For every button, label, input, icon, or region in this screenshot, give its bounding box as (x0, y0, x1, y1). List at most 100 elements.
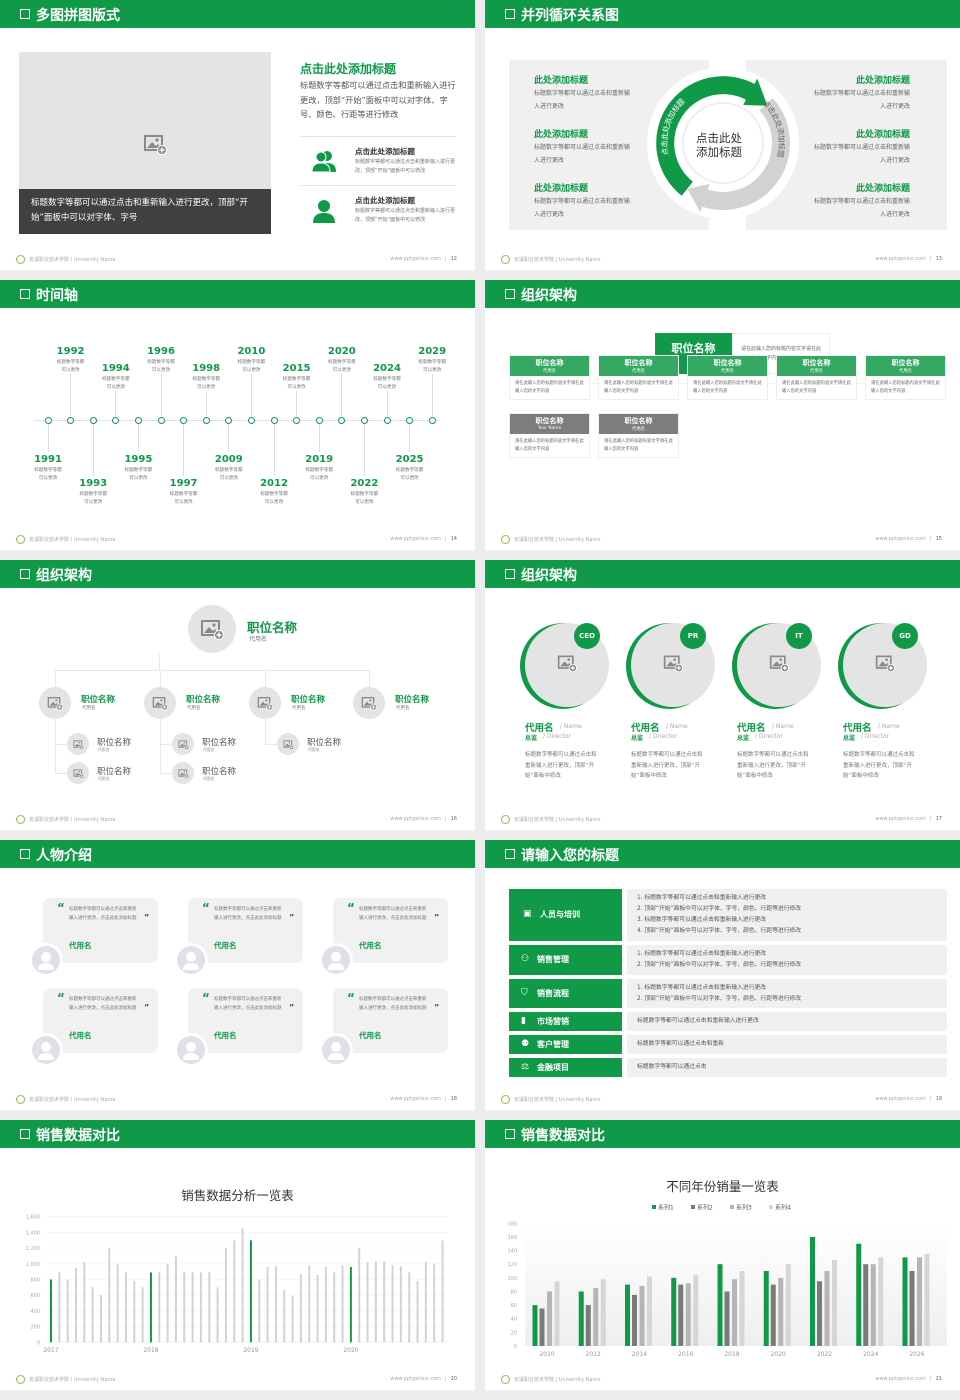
slide-title: 组织架构 (36, 568, 92, 584)
quote-text: 标题数字等都可以通过点击和重新输入进行更改，点击此处添加标题 (69, 997, 137, 1011)
item-title: 点击此处添加标题 (355, 147, 415, 156)
quote-card[interactable] (43, 898, 158, 963)
timeline-connector (409, 424, 411, 452)
position-card[interactable]: 职位名称 代用名 请在此输入您的标题内容文字请在此输入您的文字内容 (687, 355, 768, 400)
timeline-year: 2029 (418, 346, 447, 357)
image-add-icon (47, 695, 63, 711)
timeline-text: 标题数字等都可以更改 (192, 377, 220, 390)
bar (299, 1274, 302, 1343)
category-label: 人员与培训 (540, 910, 580, 919)
school-logo-icon (501, 1095, 510, 1104)
timeline-node[interactable] (134, 416, 142, 424)
category-button[interactable] (509, 1012, 622, 1031)
bar (174, 1255, 177, 1343)
position-sub: 代用名 (632, 427, 645, 432)
green-cycle-arc (656, 76, 757, 196)
category-button[interactable] (509, 1035, 622, 1054)
category-button[interactable] (509, 979, 622, 1008)
timeline-text: 标题数字等都可以更改 (56, 360, 85, 373)
image-caption: 标题数字等都可以通过点击和重新输入进行更改，顶部“开始”面板中可以对字体、字号 (19, 189, 271, 234)
position-card-header (510, 356, 589, 376)
position-sub: 代用名 (899, 369, 912, 374)
timeline-node[interactable] (428, 416, 436, 424)
y-tick-label: 0 (514, 1344, 517, 1350)
timeline-node[interactable] (157, 416, 165, 424)
bar (116, 1264, 119, 1343)
timeline-text: 标题数字等都可以更改 (373, 377, 401, 390)
column-avatar[interactable] (39, 687, 71, 719)
timeline-node[interactable] (338, 416, 346, 424)
connector-line (55, 773, 67, 774)
column-avatar[interactable] (144, 687, 176, 719)
timeline-node[interactable] (270, 416, 278, 424)
slide-header (0, 1120, 475, 1148)
image-add-icon (875, 653, 895, 673)
timeline-node[interactable] (112, 416, 120, 424)
person-text: 标题数字等都可以通过点击和重新输入进行更改，顶部“开始”面板中修改 (737, 752, 809, 779)
bar (183, 1271, 186, 1343)
timeline-node[interactable] (67, 416, 75, 424)
timeline-node[interactable] (180, 416, 188, 424)
footer-right: www.pptgenius.com | 19 (875, 1096, 942, 1102)
timeline-node[interactable] (44, 416, 52, 424)
timeline-node[interactable] (406, 416, 414, 424)
category-button[interactable] (509, 1058, 622, 1077)
y-tick-label: 400 (30, 1309, 40, 1315)
quote-card[interactable] (188, 988, 303, 1053)
position-card[interactable]: 职位名称 代用名 请在此输入您的标题内容文字请在此输入您的文字内容 (598, 355, 679, 400)
footer-right: www.pptgenius.com | 20 (390, 1376, 457, 1382)
y-tick-label: 600 (30, 1293, 40, 1299)
quote-card[interactable] (188, 898, 303, 963)
timeline-node[interactable] (383, 416, 391, 424)
timeline-node[interactable] (247, 416, 255, 424)
timeline-node[interactable] (360, 416, 368, 424)
category-button[interactable] (509, 945, 622, 975)
timeline-text: 标题数字等都可以更改 (395, 468, 424, 481)
quote-card[interactable] (43, 988, 158, 1053)
chart-title: 销售数据分析一览表 (181, 1188, 294, 1203)
timeline-node[interactable] (202, 416, 210, 424)
open-quote-icon: “ (57, 901, 65, 915)
y-tick-label: 200 (30, 1325, 40, 1331)
footer-divider: | (929, 256, 932, 262)
timeline-connector (273, 424, 275, 476)
bar (917, 1257, 922, 1346)
close-quote-icon: ” (289, 913, 295, 922)
timeline-node[interactable] (293, 416, 301, 424)
timeline-node[interactable] (89, 416, 97, 424)
bar (600, 1279, 606, 1346)
yearly-sales-bar-chart: 0 20 40 60 80 100 120 140 160 180 2010 2012 2014 2016… (507, 1204, 947, 1358)
position-card[interactable]: 职位名称 代用名 请在此输入您的标题内容文字请在此输入您的文字内容 (598, 413, 679, 458)
position-card[interactable]: 职位名称 代用名 请在此输入您的标题内容文字请在此输入您的文字内容 (865, 355, 946, 400)
checkbox-icon (20, 289, 30, 299)
x-tick-label: 2016 (678, 1351, 693, 1358)
column-avatar[interactable] (249, 687, 281, 719)
timeline-node[interactable] (225, 416, 233, 424)
training-icon: ▣ (523, 909, 532, 919)
quote-card[interactable] (333, 898, 448, 963)
quote-card[interactable] (333, 988, 448, 1053)
child-avatar[interactable] (67, 762, 89, 784)
child-avatar[interactable] (172, 733, 194, 755)
page-number: 21 (935, 1376, 942, 1382)
child-avatar[interactable] (277, 733, 299, 755)
top-avatar[interactable] (188, 605, 236, 653)
footer-divider: | (929, 1376, 932, 1382)
bar (391, 1265, 394, 1343)
column-title: 职位名称 (186, 695, 221, 705)
position-card[interactable]: 职位名称 Your Name 请在此输入您的标题内容文字请在此输入您的文字内容 (509, 413, 590, 458)
legend-swatch (691, 1205, 695, 1209)
description-line: 2. 顶部“开始”面板中可以对字体、字号、颜色、行距等进行修改 (637, 995, 802, 1002)
child-avatar[interactable] (172, 762, 194, 784)
child-sub: 代用名 (98, 747, 110, 752)
column-avatar[interactable] (353, 687, 385, 719)
child-avatar[interactable] (67, 733, 89, 755)
image-add-icon (557, 653, 577, 673)
position-card[interactable]: 职位名称 代用名 请在此输入您的标题内容文字请在此输入您的文字内容 (509, 355, 590, 400)
bar (99, 1295, 102, 1343)
category-button[interactable] (509, 889, 622, 941)
timeline-text: 标题数字等都可以更改 (328, 360, 356, 373)
position-card[interactable]: 职位名称 代用名 请在此输入您的标题内容文字请在此输入您的文字内容 (776, 355, 857, 400)
timeline-node[interactable] (315, 416, 323, 424)
bar (593, 1288, 599, 1346)
